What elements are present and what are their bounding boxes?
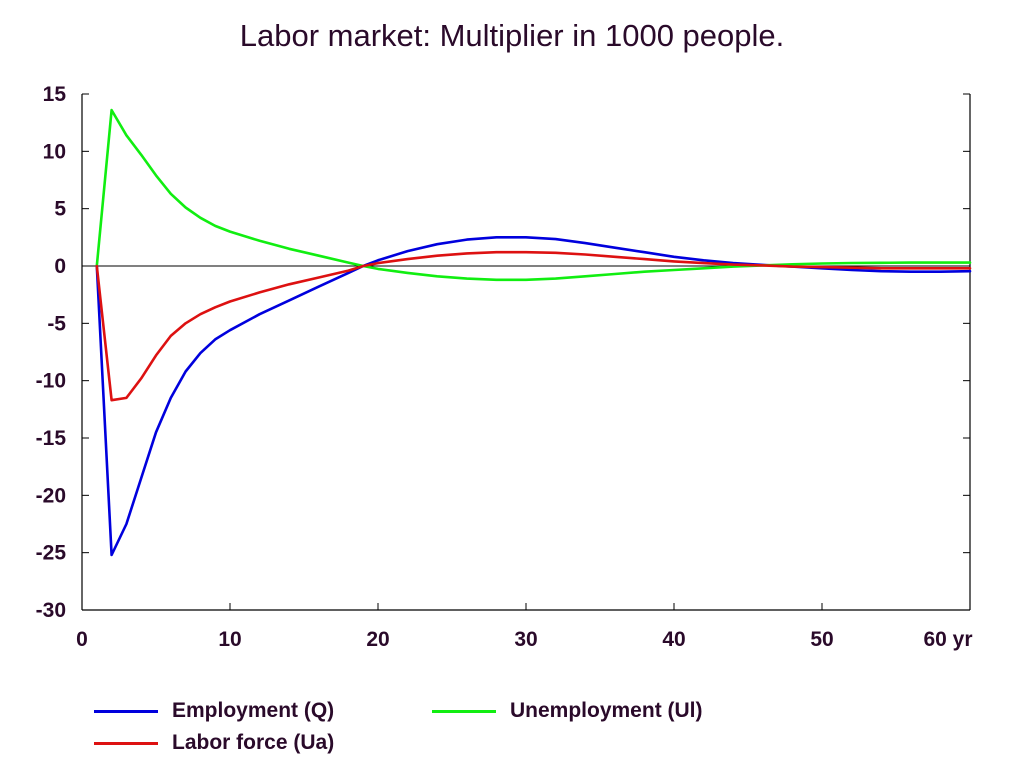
series-line-labor-force-ua (95, 250, 972, 402)
x-tick-label: 0 (76, 628, 88, 651)
y-tick-label: 10 (43, 140, 66, 163)
x-tick-label: 40 (662, 628, 685, 651)
y-tick-label: -30 (36, 599, 66, 622)
y-tick-label: -25 (36, 542, 67, 565)
series-group (95, 108, 972, 557)
series-line-unemployment-ul (95, 108, 972, 282)
x-tick-label: 20 (366, 628, 389, 651)
y-tick-label: 0 (54, 255, 66, 278)
x-tick-label: 10 (218, 628, 241, 651)
y-tick-label: 15 (43, 83, 67, 106)
y-tick-label: -20 (36, 484, 66, 507)
x-tick-label: 30 (514, 628, 537, 651)
chart-title: Labor market: Multiplier in 1000 people. (239, 18, 785, 53)
y-tick-label: -15 (36, 427, 67, 450)
x-tick-label: 50 (810, 628, 833, 651)
y-tick-label: -5 (47, 312, 66, 335)
series-line-employment-q (95, 236, 972, 557)
axes-group (81, 94, 971, 611)
y-tick-label: 5 (54, 198, 66, 221)
y-tick-label: -10 (36, 370, 66, 393)
x-tick-label: 60 yr (923, 628, 972, 651)
